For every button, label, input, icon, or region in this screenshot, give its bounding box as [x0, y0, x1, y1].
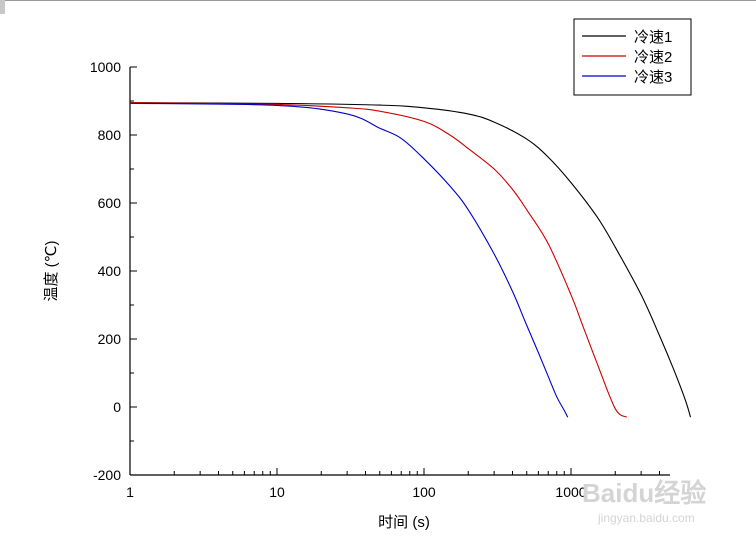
x-tick-label: 100	[412, 484, 436, 500]
y-tick-label: 400	[98, 263, 122, 279]
y-tick-label: 200	[98, 331, 122, 347]
y-tick-label: 0	[113, 399, 121, 415]
x-tick-label: 10	[269, 484, 285, 500]
y-ticks: -200 0 200 400 600 800 1000	[90, 59, 137, 483]
y-tick-label: -200	[93, 467, 121, 483]
y-tick-label: 800	[98, 127, 122, 143]
legend-label-2: 冷速2	[634, 49, 672, 66]
x-ticks: 1 10 100 1000	[126, 468, 661, 500]
legend-label-1: 冷速1	[634, 29, 672, 46]
y-tick-label: 1000	[90, 59, 121, 75]
x-tick-label: 1	[126, 484, 134, 500]
legend: 冷速1 冷速2 冷速3	[573, 18, 692, 96]
legend-items: 冷速1 冷速2 冷速3	[582, 29, 672, 86]
y-axis-title: 温度 (℃)	[43, 240, 60, 301]
watermark: Baidu经验 jingyan.baidu.com	[582, 478, 706, 525]
watermark-url: jingyan.baidu.com	[597, 511, 695, 525]
series-line-3	[129, 102, 569, 418]
x-axis-title: 时间 (s)	[378, 514, 430, 531]
series-layer	[129, 102, 692, 418]
top-border	[0, 0, 756, 1]
series-line-2	[129, 102, 628, 418]
corner-marker	[0, 0, 5, 14]
y-tick-label: 600	[98, 195, 122, 211]
legend-label-3: 冷速3	[634, 69, 672, 86]
series-line-1	[129, 102, 692, 418]
x-tick-label: 1000	[555, 484, 586, 500]
axes: 1 10 100 1000 -200 0 200 400 600 800 1000	[90, 59, 670, 500]
watermark-brand: Baidu经验	[582, 478, 706, 508]
legend-box	[573, 18, 692, 96]
